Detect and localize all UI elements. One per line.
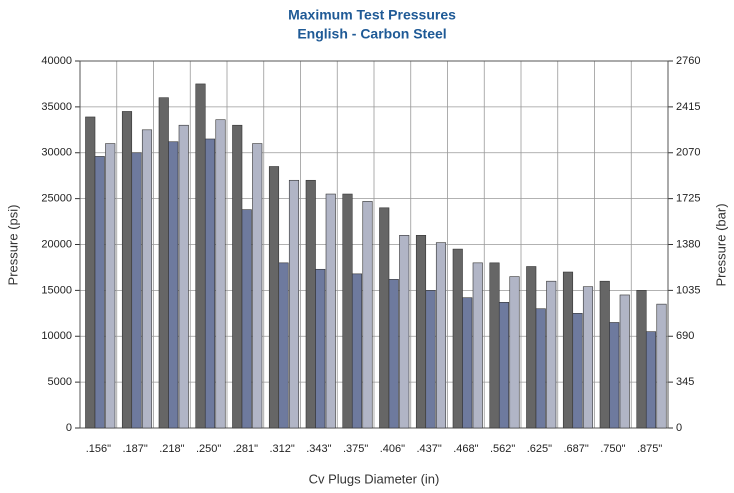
bar [105, 143, 116, 429]
bar [204, 138, 216, 429]
bar [472, 262, 483, 429]
bar [241, 209, 252, 429]
bar [305, 179, 316, 429]
bar [315, 268, 326, 429]
plot-frame [79, 60, 669, 429]
bar [619, 294, 630, 429]
bar [351, 273, 363, 429]
bar [362, 201, 373, 429]
y2-tick-label: 690 [676, 330, 694, 342]
x-tick-label: .218" [159, 443, 184, 455]
bar [195, 83, 206, 429]
y2-tick-label: 1725 [676, 193, 700, 205]
x-tick-label: .875" [637, 443, 662, 455]
bar [582, 286, 594, 429]
y-tick-label: 20000 [41, 238, 72, 250]
bar [121, 111, 133, 429]
bar [656, 303, 667, 429]
x-tick-label: .343" [306, 443, 331, 455]
bar [609, 322, 620, 429]
bar [268, 166, 280, 429]
y2-tick-label: 2760 [676, 55, 700, 67]
chart-title: Maximum Test Pressures [288, 7, 456, 23]
bar [526, 266, 537, 429]
bar [178, 124, 189, 429]
bar [232, 124, 243, 429]
bar [85, 116, 96, 429]
bar [645, 331, 657, 429]
x-axis-label: Cv Plugs Diameter (in) [309, 471, 440, 486]
bar [379, 207, 390, 429]
x-tick-label: .375" [343, 443, 368, 455]
bar [252, 143, 263, 429]
y2-tick-label: 2415 [676, 101, 700, 113]
bar [636, 290, 647, 429]
bar [425, 290, 436, 429]
x-tick-label: .406" [380, 443, 405, 455]
bar [158, 97, 169, 429]
y2-tick-label: 1380 [676, 238, 700, 250]
bar [131, 152, 142, 429]
x-tick-label: .312" [269, 443, 294, 455]
y2-tick-label: 345 [676, 376, 694, 388]
bar [399, 235, 410, 429]
chart-subtitle: English - Carbon Steel [297, 26, 446, 42]
x-tick-label: .687" [563, 443, 588, 455]
bar [572, 313, 583, 429]
y-tick-label: 15000 [41, 284, 72, 296]
y-tick-label: 40000 [41, 55, 72, 67]
x-tick-label: .281" [233, 443, 258, 455]
bar [94, 156, 105, 429]
bar [168, 141, 179, 429]
y-tick-label: 10000 [41, 330, 72, 342]
x-tick-label: .625" [527, 443, 552, 455]
bar [435, 242, 447, 429]
y-tick-label: 0 [66, 422, 72, 434]
bar [388, 279, 399, 429]
bar [141, 129, 153, 429]
x-tick-label: .187" [122, 443, 147, 455]
bar [546, 280, 557, 429]
y-tick-label: 5000 [48, 376, 72, 388]
y2-tick-label: 1035 [676, 284, 700, 296]
y-tick-label: 35000 [41, 101, 72, 113]
x-tick-label: .562" [490, 443, 515, 455]
y-axis-label: Pressure (psi) [5, 205, 20, 286]
bar [498, 302, 510, 429]
bar [342, 193, 353, 429]
x-tick-label: .468" [453, 443, 478, 455]
bar [288, 179, 300, 429]
x-tick-label: .156" [86, 443, 111, 455]
bar [535, 308, 546, 429]
bar [489, 262, 500, 429]
y2-tick-label: 0 [676, 422, 682, 434]
y-tick-label: 30000 [41, 147, 72, 159]
bar [452, 248, 463, 429]
y2-axis-label: Pressure (bar) [713, 203, 728, 286]
bar [462, 297, 473, 429]
x-tick-label: .437" [416, 443, 441, 455]
bar [415, 235, 427, 429]
bar [562, 271, 574, 429]
bar [278, 262, 289, 429]
y-tick-label: 25000 [41, 193, 72, 205]
x-tick-label: .250" [196, 443, 221, 455]
bar [215, 119, 226, 429]
bar [599, 280, 610, 429]
bar [325, 193, 336, 429]
y2-tick-label: 2070 [676, 147, 700, 159]
x-tick-label: .750" [600, 443, 625, 455]
bar [509, 276, 520, 429]
